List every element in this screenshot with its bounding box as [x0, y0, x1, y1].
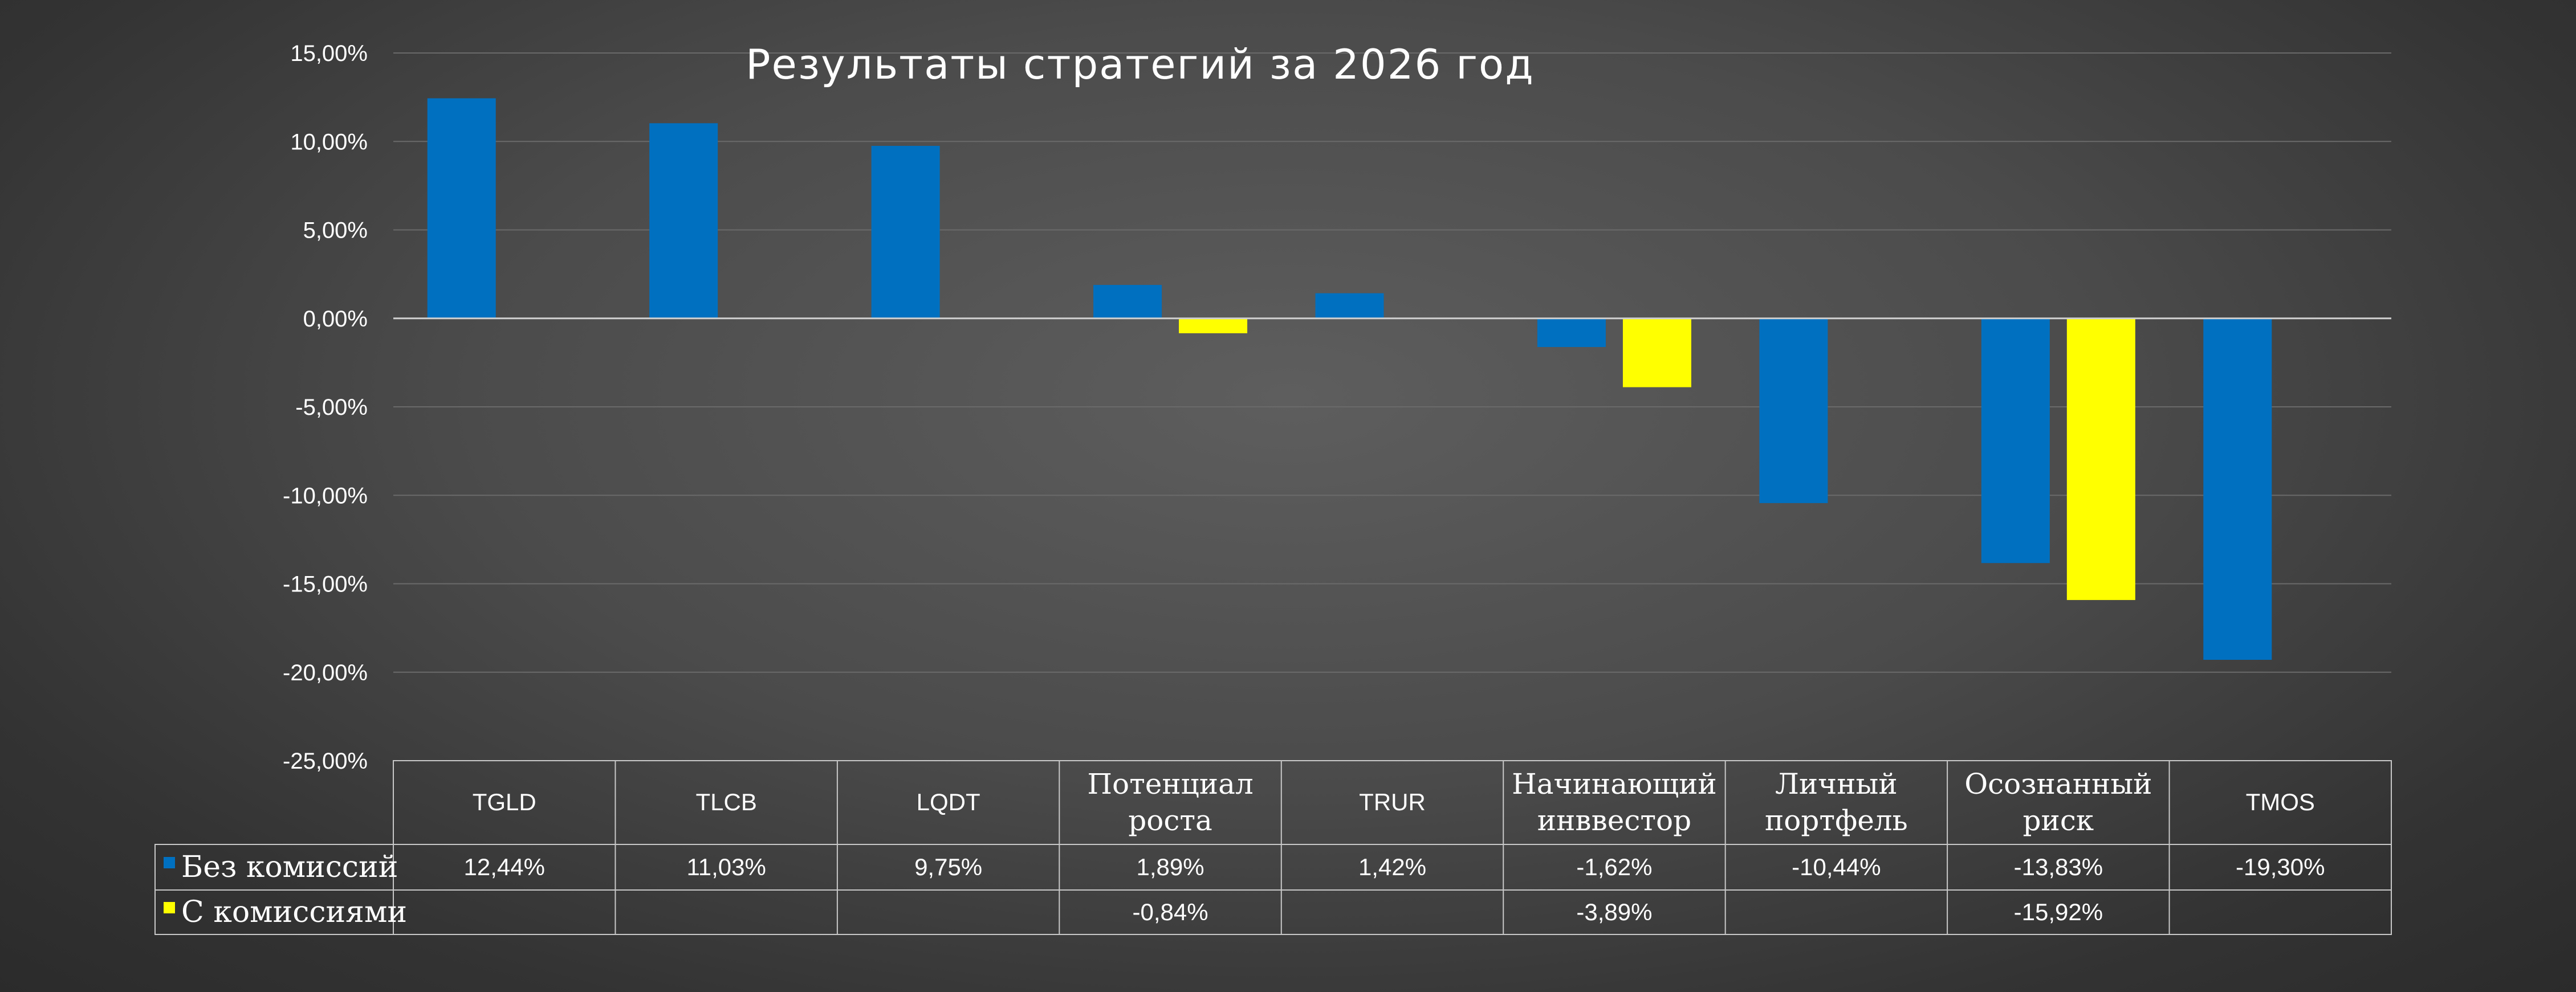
y-tick-label: 5,00% [303, 218, 368, 243]
data-label: -1,62% [1576, 854, 1652, 880]
category-label: TLCB [695, 789, 756, 815]
bar-bez-komissiy [2203, 318, 2272, 660]
data-label: -19,30% [2236, 854, 2325, 880]
bar-bez-komissiy [1315, 293, 1384, 319]
bar-bez-komissiy [649, 123, 718, 319]
y-tick-label: -20,00% [283, 660, 368, 685]
y-tick-label: 15,00% [290, 41, 368, 66]
category-label: Личный [1775, 768, 1898, 801]
data-label: -10,44% [1792, 854, 1881, 880]
gridlines [393, 52, 2391, 673]
category-label: Потенциал [1087, 768, 1253, 801]
y-tick-label: -10,00% [283, 483, 368, 508]
data-label: 1,42% [1358, 854, 1426, 880]
category-label: риск [2023, 804, 2094, 837]
category-label: роста [1128, 804, 1212, 837]
bar-bez-komissiy [1093, 285, 1162, 319]
legend-label: Без комиссий [181, 850, 398, 884]
bar-s-komissiyami [1622, 318, 1691, 387]
category-label: TMOS [2246, 789, 2315, 815]
category-label: Осознанный [1964, 768, 2152, 801]
legend-swatch [164, 902, 175, 913]
data-label: 11,03% [686, 854, 766, 880]
bar-s-komissiyami [1179, 318, 1248, 333]
data-label: -0,84% [1133, 899, 1208, 925]
y-tick-label: 0,00% [303, 307, 368, 332]
bars [427, 98, 2272, 660]
data-label: -13,83% [2014, 854, 2103, 880]
y-tick-label: -15,00% [283, 572, 368, 597]
category-label: LQDT [917, 789, 980, 815]
bar-s-komissiyami [2066, 318, 2135, 601]
bar-bez-komissiy [1759, 318, 1828, 503]
y-tick-label: 10,00% [290, 129, 368, 154]
data-label: 12,44% [463, 854, 544, 880]
category-label: Начинающий [1512, 768, 1717, 801]
legend-swatch [164, 857, 175, 868]
bar-bez-komissiy [871, 146, 940, 319]
legend-label: С комиссиями [181, 895, 407, 929]
category-label: TGLD [473, 789, 536, 815]
y-tick-label: -25,00% [283, 749, 368, 774]
data-label: -15,92% [2014, 899, 2103, 925]
data-label: 1,89% [1137, 854, 1204, 880]
y-axis-ticks: 15,00% 10,00% 5,00% 0,00% -5,00% -10,00% -15,0… [283, 41, 368, 774]
data-label: -3,89% [1576, 899, 1652, 925]
category-label: инввестор [1537, 804, 1691, 837]
data-label: 9,75% [914, 854, 982, 880]
bar-bez-komissiy [1537, 318, 1606, 348]
category-label: TRUR [1359, 789, 1426, 815]
y-tick-label: -5,00% [295, 395, 368, 420]
category-label: портфель [1765, 804, 1908, 837]
chart-title: Результаты стратегий за 2026 год [746, 40, 1535, 88]
bar-bez-komissiy [427, 98, 496, 319]
bar-bez-komissiy [1981, 318, 2050, 564]
